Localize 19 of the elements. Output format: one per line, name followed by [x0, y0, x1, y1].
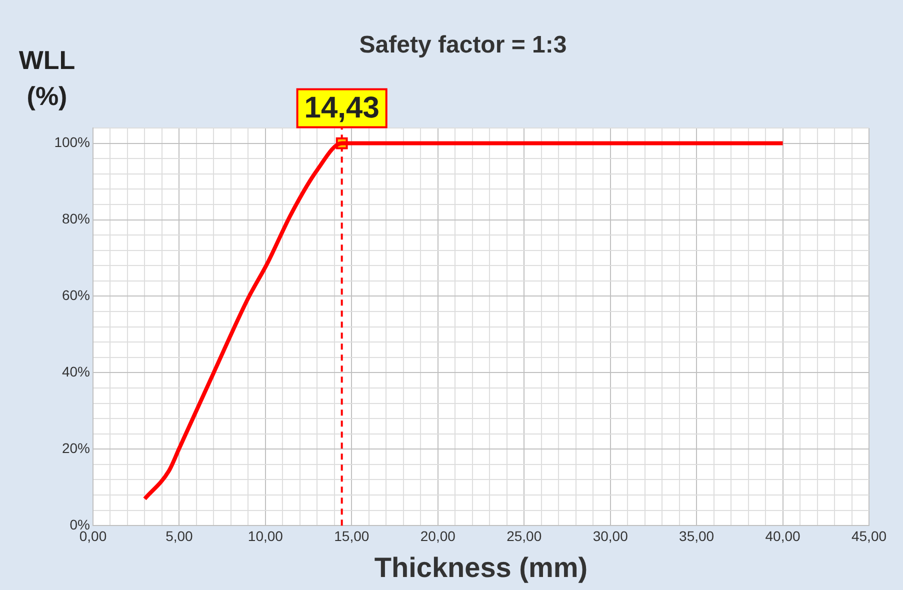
x-tick-label: 5,00: [166, 528, 194, 544]
y-tick-label: 100%: [54, 134, 90, 150]
x-tick-label: 45,00: [851, 528, 887, 544]
x-axis-title: Thickness (mm): [374, 552, 588, 583]
chart-title: Safety factor = 1:3: [359, 32, 567, 59]
y-tick-label: 60%: [62, 287, 90, 304]
y-tick-label: 20%: [62, 440, 90, 456]
x-tick-label: 25,00: [506, 528, 542, 544]
x-tick-label: 35,00: [679, 528, 714, 544]
y-tick-label: 80%: [62, 210, 90, 227]
y-axis-title: WLL (%): [18, 44, 76, 113]
annotation: 14,43: [304, 92, 380, 125]
y-tick-label: 40%: [62, 364, 90, 380]
y-tick-label: 0%: [70, 516, 90, 532]
x-tick-label: 30,00: [592, 528, 628, 544]
x-tick-label: 40,00: [765, 528, 800, 544]
x-tick-label: 10,00: [248, 528, 284, 544]
x-tick-label: 20,00: [420, 528, 456, 544]
x-tick-label: 15,00: [334, 528, 370, 544]
